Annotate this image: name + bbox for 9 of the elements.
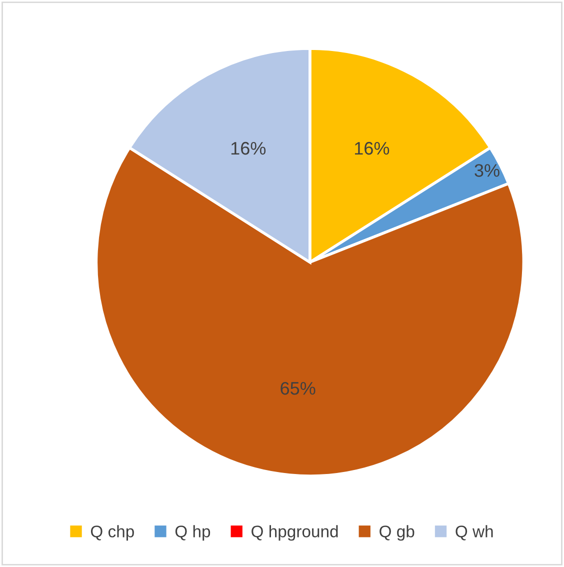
legend-label: Q wh [456,525,493,540]
data-label: 16% [355,142,390,155]
data-label: 3% [474,164,500,177]
data-label: 16% [231,142,266,155]
data-label: 65% [280,382,316,395]
legend-label: Q gb [380,525,414,541]
legend-label: Q hp [175,525,210,541]
legend-label: Q hpground [252,525,338,541]
legend-label: Q chp [90,525,134,541]
